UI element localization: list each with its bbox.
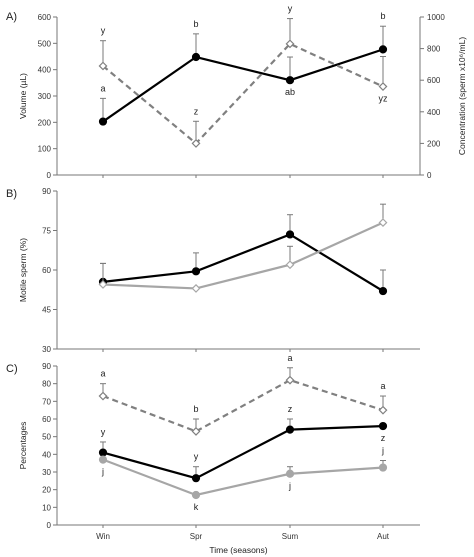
data-label: z bbox=[194, 106, 199, 116]
y-tick-label: 100 bbox=[38, 145, 52, 154]
y-tick-label: 20 bbox=[42, 486, 51, 495]
y-tick-label: 40 bbox=[42, 450, 51, 459]
y-tick-label: 0 bbox=[47, 521, 52, 530]
y-tick-label: 45 bbox=[42, 306, 51, 315]
x-axis-label: Time (seasons) bbox=[209, 545, 267, 555]
data-point bbox=[285, 76, 295, 85]
series-line bbox=[102, 233, 384, 293]
data-label: a bbox=[100, 369, 105, 379]
data-point bbox=[191, 52, 201, 62]
data-label: yz bbox=[379, 94, 389, 104]
y-tick-label: 30 bbox=[42, 345, 51, 354]
data-label: y bbox=[101, 427, 106, 437]
x-tick-label: Sum bbox=[282, 532, 299, 541]
y-tick-label: 200 bbox=[38, 118, 52, 127]
data-point bbox=[191, 283, 201, 293]
data-point bbox=[98, 117, 108, 126]
data-point bbox=[191, 267, 201, 276]
series-line bbox=[102, 42, 384, 145]
data-label: b bbox=[193, 404, 198, 414]
panel-label: B) bbox=[6, 188, 17, 200]
data-point bbox=[191, 474, 201, 483]
y2-tick-label: 200 bbox=[427, 139, 441, 148]
data-label: b bbox=[193, 19, 198, 29]
y2-tick-label: 400 bbox=[427, 108, 441, 117]
data-label: z bbox=[288, 404, 293, 414]
y-tick-label: 90 bbox=[42, 362, 51, 371]
x-tick-label: Spr bbox=[190, 532, 203, 541]
y-tick-label: 400 bbox=[38, 66, 52, 75]
data-label: z bbox=[381, 433, 386, 443]
data-label: y bbox=[101, 26, 106, 36]
x-tick-label: Aut bbox=[377, 532, 390, 541]
y2-tick-label: 1000 bbox=[427, 13, 445, 22]
y2-tick-label: 0 bbox=[427, 171, 432, 180]
data-label: j bbox=[381, 446, 384, 456]
series-line bbox=[102, 378, 384, 433]
data-label: a bbox=[100, 83, 105, 93]
data-point bbox=[285, 375, 295, 385]
y-tick-label: 600 bbox=[38, 13, 52, 22]
y-tick-label: 300 bbox=[38, 92, 52, 101]
panel-label: C) bbox=[6, 363, 18, 375]
y-axis-label: Motile sperm (%) bbox=[18, 238, 28, 302]
data-point bbox=[378, 82, 388, 91]
data-label: ab bbox=[285, 87, 295, 97]
data-label: j bbox=[101, 467, 104, 477]
data-point bbox=[98, 448, 108, 457]
x-tick-label: Win bbox=[96, 532, 110, 541]
y-tick-label: 10 bbox=[42, 503, 51, 512]
data-point bbox=[191, 138, 201, 148]
data-label: y bbox=[194, 452, 199, 462]
series-line bbox=[102, 221, 384, 290]
y-tick-label: 60 bbox=[42, 415, 51, 424]
data-label: k bbox=[194, 502, 199, 512]
series-line bbox=[102, 458, 384, 497]
data-point bbox=[378, 405, 388, 415]
y-axis-label: Percentages bbox=[18, 422, 28, 470]
data-point bbox=[191, 490, 201, 500]
data-label: y bbox=[288, 4, 293, 14]
y-tick-label: 75 bbox=[42, 227, 51, 236]
data-point bbox=[98, 455, 108, 464]
y-axis-label: Volume (µL) bbox=[18, 73, 28, 119]
data-point bbox=[285, 260, 295, 270]
y-tick-label: 500 bbox=[38, 39, 52, 48]
y2-tick-label: 800 bbox=[427, 45, 441, 54]
data-point bbox=[285, 469, 295, 478]
data-point bbox=[191, 426, 201, 436]
data-point bbox=[378, 463, 388, 472]
y-tick-label: 80 bbox=[42, 380, 51, 389]
y-tick-label: 60 bbox=[42, 266, 51, 275]
data-point bbox=[98, 280, 108, 289]
y-tick-label: 30 bbox=[42, 468, 51, 477]
series-line bbox=[102, 424, 384, 480]
data-point bbox=[378, 286, 388, 296]
y-tick-label: 70 bbox=[42, 397, 51, 406]
y2-axis-label: Concentration (sperm x10⁶/mL) bbox=[457, 37, 467, 155]
data-label: j bbox=[288, 481, 291, 491]
data-label: a bbox=[287, 353, 292, 363]
panel-label: A) bbox=[6, 11, 17, 23]
data-point bbox=[98, 61, 108, 71]
data-point bbox=[378, 45, 388, 54]
data-label: b bbox=[380, 11, 385, 21]
y-tick-label: 90 bbox=[42, 187, 51, 196]
data-point bbox=[378, 421, 388, 431]
y-tick-label: 50 bbox=[42, 433, 51, 442]
data-point bbox=[378, 218, 388, 228]
data-label: a bbox=[380, 381, 385, 391]
data-point bbox=[98, 391, 108, 401]
y2-tick-label: 600 bbox=[427, 76, 441, 85]
data-point bbox=[285, 230, 295, 239]
y-tick-label: 0 bbox=[47, 171, 52, 180]
data-point bbox=[285, 39, 295, 49]
data-point bbox=[285, 425, 295, 434]
series-line bbox=[102, 48, 384, 123]
